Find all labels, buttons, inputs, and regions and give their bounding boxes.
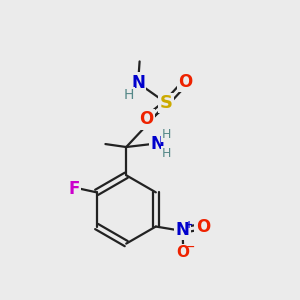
Text: N: N — [151, 135, 164, 153]
Text: N: N — [176, 221, 190, 239]
Text: O: O — [139, 110, 153, 128]
Text: F: F — [69, 180, 80, 198]
Text: S: S — [160, 94, 173, 112]
Text: +: + — [185, 220, 193, 230]
Text: O: O — [178, 73, 193, 91]
Text: O: O — [177, 245, 190, 260]
Text: H: H — [162, 128, 171, 141]
Text: H: H — [162, 147, 171, 160]
Text: N: N — [131, 74, 145, 92]
Text: O: O — [196, 218, 210, 236]
Text: H: H — [124, 88, 134, 102]
Text: −: − — [186, 242, 195, 252]
